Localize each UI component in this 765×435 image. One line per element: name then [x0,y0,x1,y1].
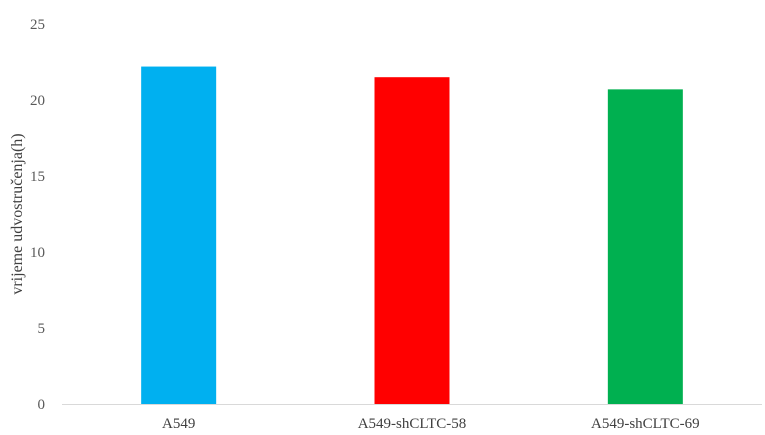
x-category-label: A549-shCLTC-69 [591,416,700,432]
bar-3 [607,89,683,405]
y-tick-label: 20 [30,93,45,109]
bar-2 [374,77,450,404]
x-category-label: A549-shCLTC-58 [358,416,467,432]
y-tick-label: 5 [38,321,46,337]
bars [141,66,683,405]
y-axis-title: vrijeme udvostručenja(h) [9,133,26,294]
x-category-label: A549 [162,416,195,432]
x-axis-categories: A549 A549-shCLTC-58 A549-shCLTC-69 [162,416,700,432]
y-axis-ticks: 0 5 10 15 20 25 [30,17,45,413]
y-tick-label: 10 [30,245,45,261]
y-tick-label: 15 [30,169,45,185]
y-tick-label: 25 [30,17,45,33]
y-tick-label: 0 [38,397,46,413]
bar-1 [141,66,217,404]
